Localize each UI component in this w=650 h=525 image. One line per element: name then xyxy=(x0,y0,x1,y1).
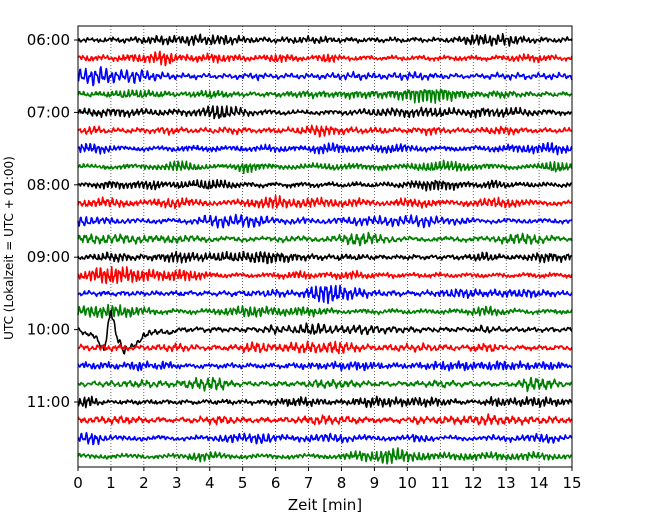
trace-line xyxy=(77,66,573,87)
x-tick-label: 5 xyxy=(238,474,248,492)
trace-line xyxy=(77,309,573,355)
trace-line xyxy=(77,141,573,156)
trace-line xyxy=(77,284,573,305)
x-tick-label: 2 xyxy=(139,474,149,492)
plot-frame xyxy=(77,25,573,468)
y-axis-title: UTC (Lokalzeit = UTC + 01:00) xyxy=(2,156,16,340)
trace-line xyxy=(77,124,573,138)
y-tick-label: 07:00 xyxy=(27,103,70,121)
y-tick-label: 11:00 xyxy=(27,393,70,411)
trace-line xyxy=(77,360,573,372)
x-tick-label: 0 xyxy=(73,474,83,492)
trace-line xyxy=(77,376,573,393)
trace-line xyxy=(77,50,573,67)
trace-line xyxy=(77,88,573,105)
x-tick-label: 1 xyxy=(106,474,116,492)
y-tick-label: 09:00 xyxy=(27,248,70,266)
trace-line xyxy=(77,33,573,47)
x-tick-label: 11 xyxy=(431,474,450,492)
trace-line xyxy=(77,395,573,409)
trace-line xyxy=(77,231,573,247)
x-tick-label: 9 xyxy=(370,474,380,492)
trace-line xyxy=(77,431,573,446)
y-tick-label: 06:00 xyxy=(27,31,70,49)
x-tick-label: 14 xyxy=(530,474,549,492)
trace-line xyxy=(77,303,573,319)
x-tick-label: 7 xyxy=(304,474,314,492)
trace-line xyxy=(77,447,573,465)
trace-line xyxy=(77,340,573,355)
trace-line xyxy=(77,213,573,229)
x-tick-label: 3 xyxy=(172,474,182,492)
x-tick-label: 10 xyxy=(398,474,417,492)
trace-line xyxy=(77,105,573,120)
trace-line xyxy=(77,250,573,265)
trace-line xyxy=(77,266,573,285)
x-tick-label: 8 xyxy=(337,474,347,492)
x-axis-title: Zeit [min] xyxy=(288,496,362,514)
seismic-traces xyxy=(77,33,573,465)
trace-line xyxy=(77,179,573,192)
trace-line xyxy=(77,159,573,175)
trace-line xyxy=(77,413,573,426)
x-tick-label: 13 xyxy=(497,474,516,492)
x-tick-label: 15 xyxy=(562,474,581,492)
y-tick-label: 08:00 xyxy=(27,176,70,194)
x-tick-label: 4 xyxy=(205,474,215,492)
trace-line xyxy=(77,194,573,210)
x-tick-label: 6 xyxy=(271,474,281,492)
y-axis: 06:00 07:00 08:00 09:00 10:00 11:00 xyxy=(27,31,78,411)
x-axis: 0 1 2 3 4 5 6 7 8 9 10 11 12 13 14 15 xyxy=(73,467,582,492)
y-tick-label: 10:00 xyxy=(27,321,70,339)
x-tick-label: 12 xyxy=(464,474,483,492)
